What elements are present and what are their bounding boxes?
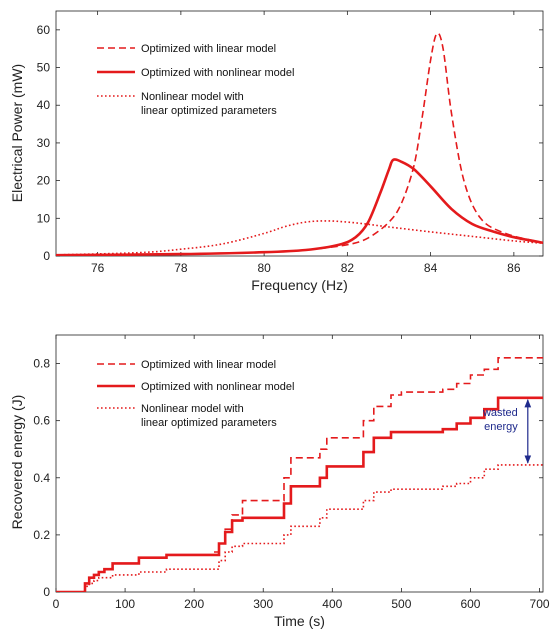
x-tick-label: 700 bbox=[530, 597, 550, 611]
y-tick-label: 20 bbox=[37, 174, 51, 188]
chart-2: 0 100 200 300 400 500 600 700 0 0.2 0.4 0.6 0.8 Time … bbox=[9, 334, 550, 629]
x-tick-label: 200 bbox=[184, 597, 204, 611]
legend-label-3: linear optimized parameters bbox=[141, 417, 277, 429]
legend-label-3: Nonlinear model with bbox=[141, 403, 244, 415]
y-tick-label: 0.8 bbox=[33, 357, 50, 371]
x-axis-label: Time (s) bbox=[274, 613, 325, 629]
x-tick-label: 76 bbox=[91, 261, 105, 275]
plot-frame bbox=[55, 10, 544, 257]
y-tick-label: 0.2 bbox=[33, 528, 50, 542]
x-tick-label: 80 bbox=[257, 261, 271, 275]
x-tick-label: 0 bbox=[53, 597, 60, 611]
y-tick-label: 0 bbox=[43, 585, 50, 599]
x-tick-label: 86 bbox=[507, 261, 521, 275]
chart-1: 76 78 80 82 84 86 0 10 20 30 40 50 60 Frequency (Hz) E… bbox=[9, 10, 544, 293]
y-tick-label: 40 bbox=[37, 98, 51, 112]
x-tick-label: 600 bbox=[460, 597, 480, 611]
y-tick-label: 0 bbox=[43, 249, 50, 263]
series-line-2 bbox=[56, 396, 543, 592]
y-axis-label: Recovered energy (J) bbox=[9, 395, 25, 530]
x-tick-label: 84 bbox=[424, 261, 438, 275]
legend-label-1: Optimized with linear model bbox=[141, 359, 276, 371]
y-tick-label: 50 bbox=[37, 61, 51, 75]
series-line-1 bbox=[56, 357, 543, 592]
plot-frame bbox=[55, 334, 544, 593]
series-line-3 bbox=[56, 220, 543, 256]
series-line-3 bbox=[56, 464, 543, 592]
y-tick-label: 0.6 bbox=[33, 414, 50, 428]
y-tick-label: 30 bbox=[37, 136, 51, 150]
wasted-energy-label: wasted bbox=[482, 407, 518, 419]
legend-label-3: Nonlinear model with bbox=[141, 91, 244, 103]
y-tick-label: 0.4 bbox=[33, 471, 50, 485]
y-tick-label: 10 bbox=[37, 211, 51, 225]
legend-label-3: linear optimized parameters bbox=[141, 105, 277, 117]
legend-label-2: Optimized with nonlinear model bbox=[141, 67, 294, 79]
x-tick-label: 400 bbox=[322, 597, 342, 611]
x-tick-label: 82 bbox=[341, 261, 355, 275]
x-tick-label: 500 bbox=[391, 597, 411, 611]
x-tick-label: 78 bbox=[174, 261, 188, 275]
x-tick-label: 300 bbox=[253, 597, 273, 611]
y-axis-label: Electrical Power (mW) bbox=[9, 64, 25, 202]
x-tick-label: 100 bbox=[115, 597, 135, 611]
x-axis-label: Frequency (Hz) bbox=[251, 277, 347, 293]
legend-label-1: Optimized with linear model bbox=[141, 43, 276, 55]
wasted-energy-label: energy bbox=[484, 421, 518, 433]
legend-label-2: Optimized with nonlinear model bbox=[141, 381, 294, 393]
series-line-2 bbox=[56, 158, 543, 256]
y-tick-label: 60 bbox=[37, 23, 51, 37]
